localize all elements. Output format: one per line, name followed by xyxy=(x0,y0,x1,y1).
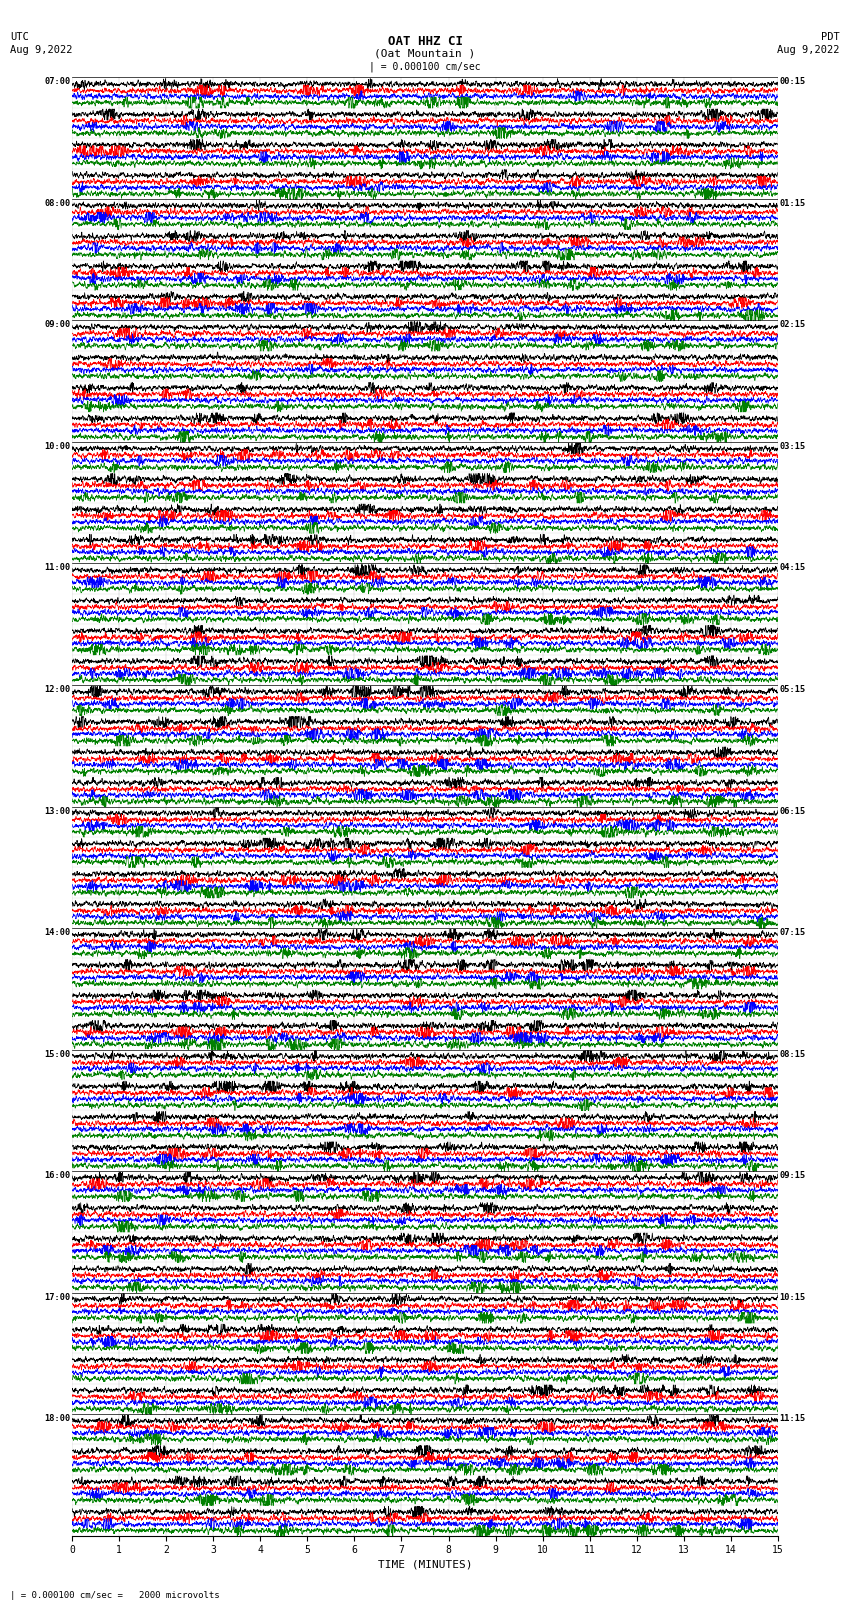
Text: 11:15: 11:15 xyxy=(779,1415,806,1423)
Text: 03:15: 03:15 xyxy=(779,442,806,452)
Text: UTC: UTC xyxy=(10,32,29,42)
Text: 00:15: 00:15 xyxy=(779,77,806,87)
Text: 06:15: 06:15 xyxy=(779,806,806,816)
Text: 08:00: 08:00 xyxy=(44,198,71,208)
Text: 07:15: 07:15 xyxy=(779,927,806,937)
Text: (Oat Mountain ): (Oat Mountain ) xyxy=(374,48,476,58)
Text: 04:15: 04:15 xyxy=(779,563,806,573)
Text: 09:00: 09:00 xyxy=(44,321,71,329)
Text: 09:15: 09:15 xyxy=(779,1171,806,1181)
Text: 14:00: 14:00 xyxy=(44,927,71,937)
Text: 01:15: 01:15 xyxy=(779,198,806,208)
Text: Aug 9,2022: Aug 9,2022 xyxy=(777,45,840,55)
Text: 18:00: 18:00 xyxy=(44,1415,71,1423)
Text: 07:00: 07:00 xyxy=(44,77,71,87)
Text: 17:00: 17:00 xyxy=(44,1292,71,1302)
Text: 13:00: 13:00 xyxy=(44,806,71,816)
Text: 16:00: 16:00 xyxy=(44,1171,71,1181)
X-axis label: TIME (MINUTES): TIME (MINUTES) xyxy=(377,1560,473,1569)
Text: 10:00: 10:00 xyxy=(44,442,71,452)
Text: 10:15: 10:15 xyxy=(779,1292,806,1302)
Text: | = 0.000100 cm/sec: | = 0.000100 cm/sec xyxy=(369,61,481,73)
Text: OAT HHZ CI: OAT HHZ CI xyxy=(388,35,462,48)
Text: 12:00: 12:00 xyxy=(44,686,71,694)
Text: 02:15: 02:15 xyxy=(779,321,806,329)
Text: 11:00: 11:00 xyxy=(44,563,71,573)
Text: 05:15: 05:15 xyxy=(779,686,806,694)
Text: | = 0.000100 cm/sec =   2000 microvolts: | = 0.000100 cm/sec = 2000 microvolts xyxy=(10,1590,220,1600)
Text: 15:00: 15:00 xyxy=(44,1050,71,1058)
Text: Aug 9,2022: Aug 9,2022 xyxy=(10,45,73,55)
Text: 08:15: 08:15 xyxy=(779,1050,806,1058)
Text: PDT: PDT xyxy=(821,32,840,42)
